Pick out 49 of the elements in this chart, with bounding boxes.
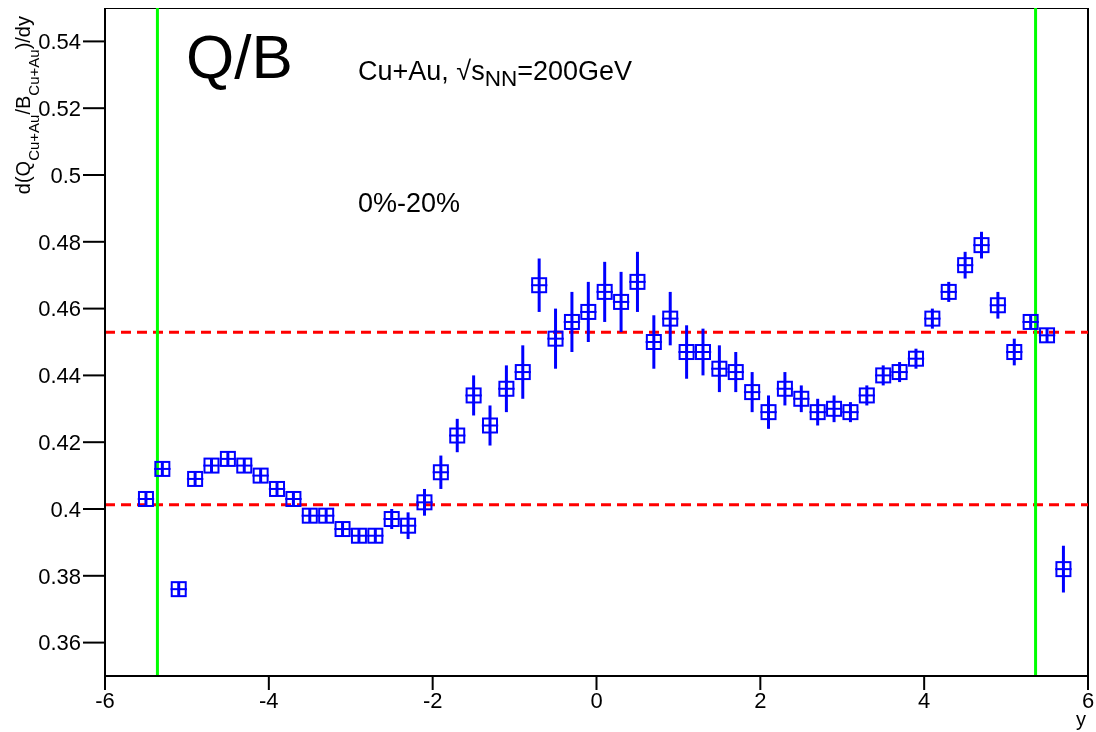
point	[449, 427, 466, 444]
annotation: Q/B	[186, 22, 293, 91]
point	[432, 464, 449, 481]
point	[383, 511, 400, 528]
x-tick-label: -4	[259, 687, 279, 713]
point	[531, 277, 548, 294]
point	[498, 380, 515, 397]
point	[629, 273, 646, 290]
point	[776, 380, 793, 397]
point	[793, 390, 810, 407]
point	[400, 517, 417, 534]
point	[1006, 344, 1023, 361]
point	[957, 257, 974, 274]
y-tick-label: 0.44	[38, 363, 81, 389]
point	[907, 350, 924, 367]
point	[596, 283, 613, 300]
x-tick-label: -6	[95, 687, 115, 713]
point	[514, 364, 531, 381]
y-tick-label: 0.38	[38, 563, 81, 589]
y-tick-label: 0.54	[38, 29, 81, 55]
x-tick-label: 0	[590, 687, 603, 713]
point	[744, 384, 761, 401]
point	[662, 310, 679, 327]
point	[924, 310, 941, 327]
point	[547, 330, 564, 347]
point	[416, 494, 433, 511]
point	[580, 303, 597, 320]
point	[1055, 561, 1072, 578]
x-tick-label: -2	[422, 687, 443, 713]
point	[465, 387, 482, 404]
annotation: 0%-20%	[358, 188, 461, 218]
y-tick-label: 0.42	[38, 430, 81, 456]
x-tick-label: 4	[918, 687, 931, 713]
point	[645, 334, 662, 350]
annotation: Cu+Au, √s$_{NN}$=200GeV	[358, 56, 632, 92]
point	[973, 237, 990, 254]
point	[613, 293, 630, 310]
point	[858, 387, 875, 404]
y-tick-label: 0.46	[38, 296, 81, 322]
point	[482, 417, 499, 434]
y-tick-label: 0.48	[38, 229, 81, 255]
point	[940, 283, 957, 300]
point	[989, 297, 1006, 314]
point	[760, 404, 777, 421]
point	[563, 313, 580, 330]
x-tick-label: 2	[754, 687, 767, 713]
y-tick-label: 0.5	[50, 162, 81, 188]
y-tick-label: 0.36	[38, 630, 81, 656]
y-tick-label: 0.4	[50, 496, 81, 522]
